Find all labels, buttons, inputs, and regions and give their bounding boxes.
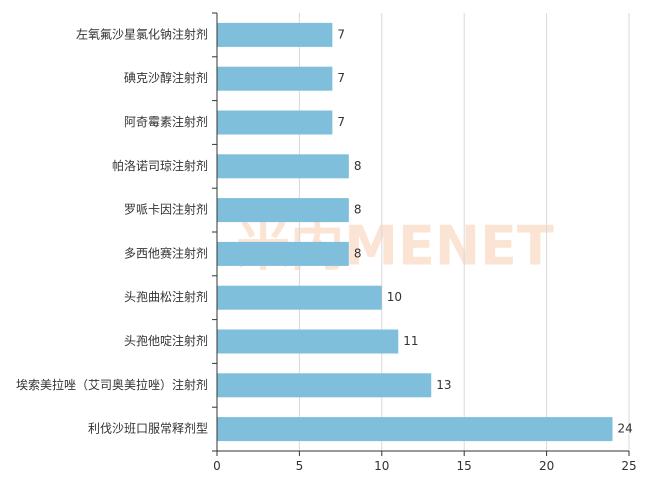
- category-label: 帕洛诺司琼注射剂: [112, 158, 208, 173]
- data-label: 7: [337, 27, 345, 41]
- category-label: 埃索美拉唑（艾司奥美拉唑）注射剂: [16, 377, 208, 392]
- data-label: 7: [337, 115, 345, 129]
- category-label: 多西他赛注射剂: [124, 245, 208, 260]
- bar: [217, 417, 613, 442]
- bar: [217, 285, 382, 310]
- category-label: 罗哌卡因注射剂: [124, 202, 208, 217]
- category-label: 左氧氟沙星氯化钠注射剂: [76, 26, 208, 41]
- bar: [217, 154, 349, 179]
- data-label: 7: [337, 71, 345, 85]
- category-label: 头孢他啶注射剂: [124, 333, 208, 348]
- bar: [217, 329, 399, 354]
- x-tick-label: 5: [296, 459, 304, 473]
- category-label: 头孢曲松注射剂: [124, 289, 208, 304]
- labels: 0 5 10 15 20 25 左氧氟沙星氯化钠注射剂 7 碘克沙醇注射剂 7 阿奇霉素注射剂 7 帕洛…: [16, 26, 637, 473]
- bar: [217, 241, 349, 266]
- bars: [217, 22, 613, 442]
- bar: [217, 66, 333, 91]
- bar: [217, 198, 349, 223]
- data-label: 8: [354, 246, 362, 260]
- x-tick-label: 25: [621, 459, 636, 473]
- x-tick-label: 20: [539, 459, 554, 473]
- bar: [217, 110, 333, 135]
- axes: [212, 12, 630, 456]
- category-label: 碘克沙醇注射剂: [124, 70, 208, 85]
- category-label: 利伐沙班口服常释剂型: [88, 421, 208, 436]
- x-tick-label: 0: [213, 459, 221, 473]
- bar: [217, 22, 333, 47]
- data-label: 11: [403, 334, 418, 348]
- bar: [217, 373, 432, 398]
- data-label: 24: [618, 422, 633, 436]
- x-tick-label: 15: [457, 459, 472, 473]
- data-label: 10: [387, 290, 402, 304]
- x-tick-label: 10: [374, 459, 389, 473]
- category-label: 阿奇霉素注射剂: [124, 114, 208, 129]
- data-label: 13: [436, 378, 451, 392]
- data-label: 8: [354, 203, 362, 217]
- data-label: 8: [354, 159, 362, 173]
